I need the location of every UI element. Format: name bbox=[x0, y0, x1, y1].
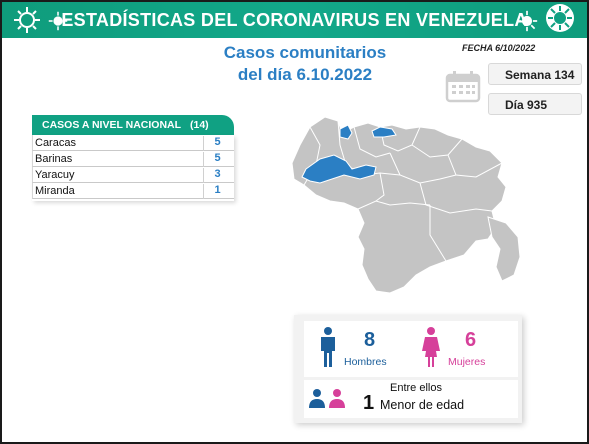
female-label: Mujeres bbox=[448, 356, 486, 368]
table-cell-value: 1 bbox=[203, 184, 231, 199]
header-title: ESTADÍSTICAS DEL CORONAVIRUS EN VENEZUEL… bbox=[61, 10, 528, 30]
male-icon bbox=[321, 327, 335, 367]
header-bar: ESTADÍSTICAS DEL CORONAVIRUS EN VENEZUEL… bbox=[2, 2, 587, 38]
female-count: 6 bbox=[465, 329, 477, 351]
table-cell-value: 5 bbox=[203, 136, 231, 151]
virus-icon bbox=[516, 10, 538, 32]
table-cell-name: Yaracuy bbox=[35, 169, 75, 181]
week-badge: Semana 134 bbox=[488, 63, 582, 85]
virus-icon bbox=[48, 11, 68, 31]
table-row: Barinas 5 bbox=[32, 151, 234, 167]
map-region-yaracuy bbox=[339, 124, 353, 140]
map-region-caracas bbox=[371, 126, 397, 138]
table-cell-name: Caracas bbox=[35, 137, 76, 149]
among-them-label: Entre ellos bbox=[390, 382, 442, 394]
table-row: Yaracuy 3 bbox=[32, 167, 234, 183]
table-cell-value: 3 bbox=[203, 168, 231, 183]
table-row: Miranda 1 bbox=[32, 183, 234, 199]
day-badge: Día 935 bbox=[488, 93, 582, 115]
cases-table: CASOS A NIVEL NACIONAL (14) Caracas 5 Ba… bbox=[32, 115, 234, 199]
people-pair-icon bbox=[309, 389, 345, 408]
map-country-shape bbox=[291, 116, 507, 294]
table-header-total: (14) bbox=[190, 119, 209, 131]
subtitle-line1: Casos comunitarios bbox=[223, 43, 387, 62]
subtitle-line2: del día 6.10.2022 bbox=[237, 65, 373, 84]
table-cell-value: 5 bbox=[203, 152, 231, 167]
male-label: Hombres bbox=[344, 356, 387, 368]
female-icon bbox=[422, 327, 440, 367]
table-cell-name: Barinas bbox=[35, 153, 73, 165]
stats-card-top bbox=[304, 321, 518, 377]
virus-icon bbox=[546, 4, 574, 32]
table-row: Caracas 5 bbox=[32, 135, 234, 151]
minor-count: 1 bbox=[363, 392, 375, 414]
male-count: 8 bbox=[364, 329, 376, 351]
table-header: CASOS A NIVEL NACIONAL (14) bbox=[32, 115, 234, 135]
calendar-icon bbox=[445, 71, 481, 103]
virus-icon bbox=[14, 7, 40, 33]
map-region bbox=[487, 216, 521, 282]
table-cell-name: Miranda bbox=[35, 185, 75, 197]
minor-label: Menor de edad bbox=[380, 398, 465, 412]
table-header-label: CASOS A NIVEL NACIONAL bbox=[42, 119, 182, 131]
stats-card-bottom bbox=[304, 380, 518, 418]
venezuela-map bbox=[291, 116, 521, 294]
date-label: FECHA 6/10/2022 bbox=[462, 43, 536, 53]
map-region-barinas bbox=[301, 154, 377, 184]
